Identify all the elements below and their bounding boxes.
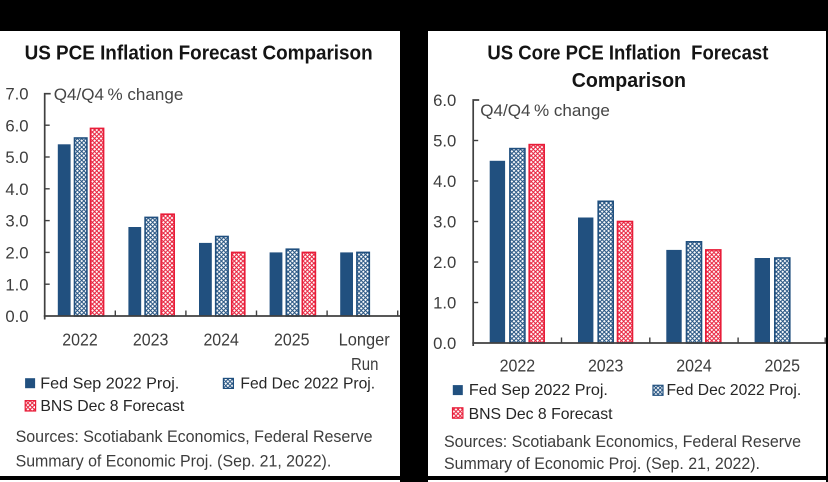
svg-text:4.0: 4.0	[433, 172, 456, 191]
svg-text:6.0: 6.0	[433, 91, 456, 110]
svg-text:Q4/Q4 % change: Q4/Q4 % change	[54, 84, 184, 103]
svg-text:Comparison: Comparison	[572, 70, 686, 92]
svg-text:2025: 2025	[274, 329, 310, 349]
svg-text:BNS Dec 8 Forecast: BNS Dec 8 Forecast	[469, 406, 613, 423]
svg-text:5.0: 5.0	[5, 148, 28, 167]
svg-text:1.0: 1.0	[5, 275, 28, 294]
svg-text:US Core PCE Inflation Forecas: US Core PCE Inflation Forecast	[487, 42, 768, 64]
svg-text:2022: 2022	[500, 355, 536, 375]
svg-text:5.0: 5.0	[433, 131, 456, 150]
svg-text:3.0: 3.0	[433, 212, 456, 231]
svg-text:6.0: 6.0	[5, 116, 28, 135]
svg-text:2025: 2025	[765, 355, 801, 375]
svg-text:0.0: 0.0	[433, 334, 456, 353]
svg-text:Q4/Q4 % change: Q4/Q4 % change	[480, 100, 610, 119]
svg-text:Summary of Economic Proj. (Sep: Summary of Economic Proj. (Sep. 21, 2022…	[16, 451, 332, 470]
svg-text:2.0: 2.0	[433, 253, 456, 272]
svg-text:BNS Dec 8 Forecast: BNS Dec 8 Forecast	[40, 397, 184, 414]
svg-text:1.0: 1.0	[433, 293, 456, 312]
svg-text:Longer: Longer	[339, 329, 390, 349]
svg-text:US PCE Inflation Forecast Comp: US PCE Inflation Forecast Comparison	[25, 42, 373, 64]
svg-text:2023: 2023	[588, 355, 624, 375]
svg-text:Fed Dec 2022 Proj.: Fed Dec 2022 Proj.	[667, 381, 802, 398]
svg-text:Summary of Economic Proj. (Sep: Summary of Economic Proj. (Sep. 21, 2022…	[444, 454, 760, 473]
svg-text:Fed Dec 2022 Proj.: Fed Dec 2022 Proj.	[240, 375, 375, 392]
svg-text:2023: 2023	[133, 329, 169, 349]
svg-text:Sources: Scotiabank Economics,: Sources: Scotiabank Economics, Federal R…	[444, 432, 801, 451]
svg-text:0.0: 0.0	[5, 307, 28, 326]
svg-text:2022: 2022	[62, 329, 98, 349]
svg-text:2024: 2024	[676, 355, 712, 375]
svg-text:7.0: 7.0	[5, 84, 28, 103]
svg-text:Sources: Scotiabank Economics,: Sources: Scotiabank Economics, Federal R…	[16, 426, 373, 445]
svg-text:3.0: 3.0	[5, 211, 28, 230]
svg-text:Fed Sep 2022 Proj.: Fed Sep 2022 Proj.	[469, 381, 608, 398]
svg-text:Run: Run	[351, 354, 378, 374]
svg-text:Fed Sep 2022 Proj.: Fed Sep 2022 Proj.	[40, 375, 179, 392]
svg-text:2.0: 2.0	[5, 243, 28, 262]
svg-text:2024: 2024	[203, 329, 239, 349]
svg-text:4.0: 4.0	[5, 179, 28, 198]
